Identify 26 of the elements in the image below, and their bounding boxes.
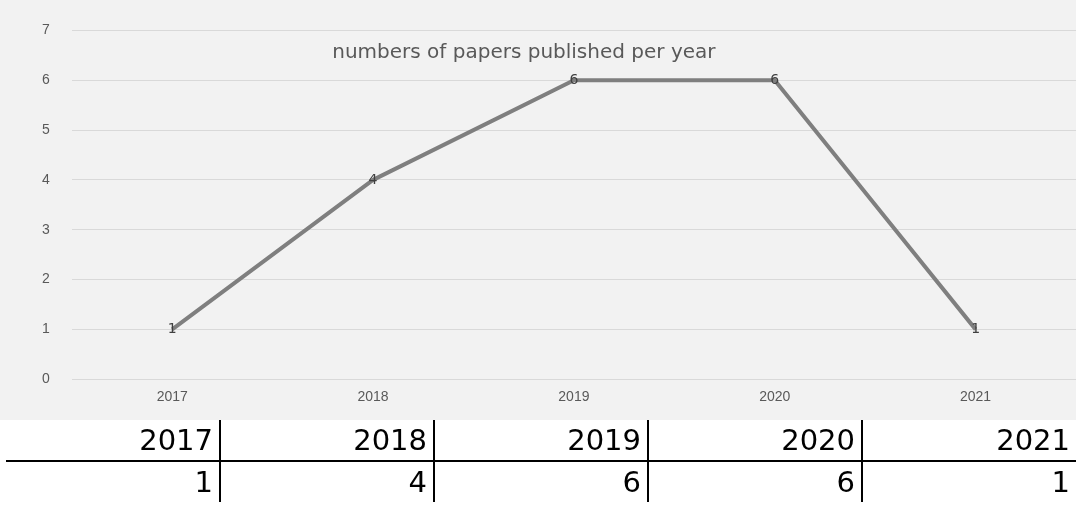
y-tick-label: 4 (41, 170, 50, 187)
text: 1 (971, 320, 981, 337)
data-label: 1 (1050, 464, 1071, 501)
y-tick-label: 0 (41, 370, 50, 387)
x-tick-label: 2021 (960, 388, 992, 405)
y-tick-label: 6 (41, 71, 50, 88)
x-tick-label: 2018 (357, 388, 389, 405)
x-tick-label: 2017 (156, 388, 188, 405)
y-tick-label: 7 (41, 21, 50, 38)
y-tick-label: 3 (41, 220, 50, 237)
x-tick-label: 2020 (759, 388, 791, 405)
text: 1 (167, 320, 177, 337)
data-label: 1 (6, 461, 220, 502)
x-tick-label: 2019 (558, 388, 590, 405)
category-label: 2017 (139, 423, 213, 457)
data-label: 6 (434, 461, 648, 502)
category-label: 2019 (567, 423, 641, 457)
y-tick-label: 2 (41, 270, 50, 287)
category-label: 2020 (781, 423, 855, 457)
data-label: 6 (648, 461, 862, 502)
data-label: 4 (220, 461, 434, 502)
category-label: 2021 (996, 423, 1070, 457)
y-tick-label: 5 (41, 120, 50, 137)
y-tick-label: 1 (41, 320, 50, 337)
category-label: 2018 (353, 423, 427, 457)
text: numbers of papers published per year (332, 38, 717, 63)
